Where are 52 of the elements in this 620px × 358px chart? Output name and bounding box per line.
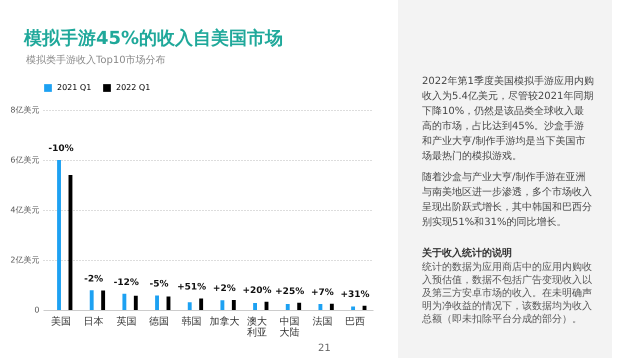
bar — [330, 304, 334, 310]
bar — [351, 306, 356, 310]
x-tick-label: 加拿大 — [209, 316, 240, 328]
bar — [362, 306, 366, 310]
text: 关于收入统计的说明 — [422, 246, 513, 261]
annotation: +25% — [275, 286, 304, 297]
bar — [220, 300, 224, 310]
y-tick-label: 2亿美元 — [10, 256, 40, 264]
chart-subtitle: 模拟类手游收入Top10市场分布 — [26, 54, 166, 67]
bar — [253, 303, 258, 310]
bar — [264, 302, 268, 310]
bar — [155, 296, 159, 310]
y-tick-label: 4亿美元 — [10, 206, 40, 214]
bar — [166, 296, 170, 310]
legend-label: 2022 Q1 — [116, 83, 150, 92]
chart-title: 模拟手游45%的收入自美国市场 — [24, 27, 284, 50]
x-tick-label: 巴西 — [345, 316, 366, 328]
bar — [101, 290, 106, 310]
y-tick-label: 6亿美元 — [10, 156, 40, 164]
text: 随着沙盒与产业大亨/制作手游在亚洲与南美地区进一步渗透，多个市场收入呈现出阶跃式增长，其中韩国和巴西分别实现51%和31%的同比增长。 — [422, 170, 593, 230]
x-tick-label: 澳大利亚 — [247, 316, 268, 338]
x-tick-label: 中国大陆 — [280, 316, 300, 338]
annotation: +2% — [212, 284, 236, 294]
annotation: +31% — [340, 290, 370, 300]
x-tick-label: 英国 — [116, 316, 136, 328]
y-tick-label: 8亿美元 — [10, 106, 40, 114]
legend-label: 2021 Q1 — [57, 83, 92, 92]
annotation: -2% — [84, 274, 104, 284]
y-tick-label: 0 — [34, 306, 40, 314]
text: 21 — [318, 343, 331, 354]
annotation: -12% — [114, 278, 139, 288]
annotation: +7% — [310, 288, 334, 298]
text: 统计的数据为应用商店中的应用内购收入预估值，数据不包括广告变现收入以及第三方安卓市场的收入。在未明确声明为净收益的情况下，该数据均为收入总额（即未扣除平台分成的部分）。 — [422, 261, 593, 326]
x-tick-label: 德国 — [148, 316, 169, 328]
annotation: -5% — [149, 280, 168, 290]
bar — [318, 304, 322, 310]
annotation: +51% — [177, 282, 206, 292]
bar — [122, 294, 126, 310]
bar — [57, 160, 61, 310]
bar — [297, 302, 302, 310]
x-tick-label: 美国 — [50, 316, 71, 328]
bar — [232, 300, 236, 310]
bar — [199, 298, 204, 310]
x-tick-label: 日本 — [84, 316, 104, 328]
annotation: +20% — [242, 286, 272, 296]
x-tick-label: 韩国 — [182, 316, 202, 328]
annotation: -10% — [48, 144, 74, 154]
bar — [134, 296, 138, 310]
bar — [68, 175, 72, 310]
text: 2022年第1季度美国模拟手游应用内购收入为5.4亿美元，尽管较2021年同期下降10%，仍然是该品类全球收入最高的市场，占比达到45%。沙盒手游和产业大亨/制作手游均是当下美国市场最热门的模拟游戏。 — [422, 74, 594, 164]
x-tick-label: 法国 — [312, 316, 332, 328]
bar — [286, 304, 290, 310]
